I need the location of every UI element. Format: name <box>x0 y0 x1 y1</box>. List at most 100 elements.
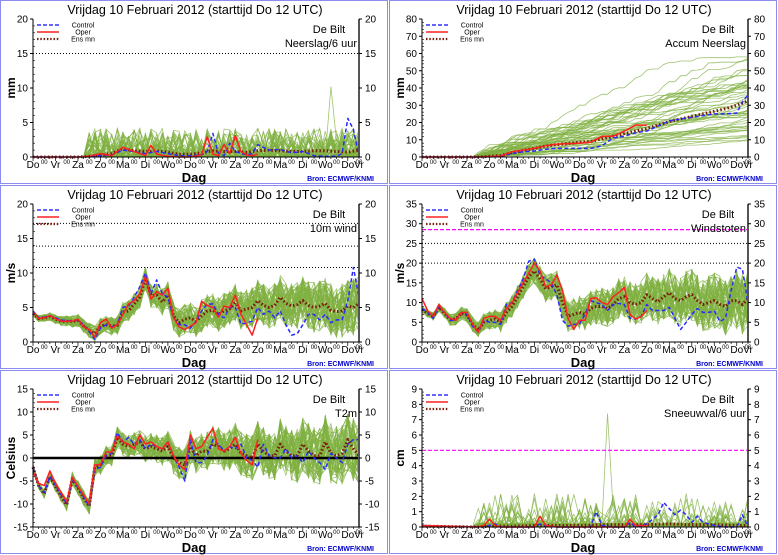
x-tick-label: Do <box>416 530 429 541</box>
x-midnight-label: 00 <box>700 345 707 351</box>
x-tick-label: Vr <box>208 345 218 356</box>
y-tick-label: 5 <box>365 431 371 442</box>
y-tick-label: 0 <box>22 338 28 349</box>
x-tick-label: Za <box>619 530 631 541</box>
x-tick-label: Zo <box>252 160 264 171</box>
y-tick-label: 9 <box>411 385 417 396</box>
x-axis-label: Dag <box>182 170 207 185</box>
x-tick-label: Vr <box>354 160 364 171</box>
oper-line <box>422 124 647 158</box>
x-midnight-label: 00 <box>131 530 138 536</box>
x-midnight-label: 00 <box>266 160 273 166</box>
x-midnight-label: 00 <box>520 530 527 536</box>
x-midnight-label: 00 <box>86 530 93 536</box>
y-tick-label: 60 <box>406 49 418 60</box>
chart-panel-accum: Vrijdag 10 Februari 2012 (starttijd Do 1… <box>389 0 777 185</box>
ensemble-member-line <box>422 258 748 329</box>
x-tick-label: Di <box>298 530 307 541</box>
y-tick-label: 5 <box>365 303 371 314</box>
x-midnight-label: 00 <box>722 345 729 351</box>
x-midnight-label: 00 <box>288 345 295 351</box>
chart-svg-neerslag: Vrijdag 10 Februari 2012 (starttijd Do 1… <box>4 3 377 185</box>
x-tick-label: Zo <box>641 530 653 541</box>
x-midnight-label: 00 <box>700 530 707 536</box>
chart-svg-t2m: Vrijdag 10 Februari 2012 (starttijd Do 1… <box>4 373 380 555</box>
y-tick-label: 70 <box>406 32 418 43</box>
y-tick-label: 15 <box>406 278 418 289</box>
y-tick-label: -15 <box>14 523 29 534</box>
source-credit: Bron: ECMWF/KNMI <box>307 176 374 183</box>
y-tick-label: 20 <box>365 200 377 211</box>
ensemble-member-line <box>422 59 748 157</box>
plot-area <box>33 414 359 515</box>
y-tick-label: 30 <box>406 101 418 112</box>
y-tick-label: 9 <box>754 385 760 396</box>
ensemble-member-line <box>422 88 748 157</box>
x-midnight-label: 00 <box>356 530 363 536</box>
chart-panel-t2m: Vrijdag 10 Februari 2012 (starttijd Do 1… <box>0 370 388 555</box>
x-midnight-label: 00 <box>108 345 115 351</box>
y-tick-label: 10 <box>17 408 29 419</box>
x-tick-label: Zo <box>484 530 496 541</box>
x-midnight-label: 00 <box>221 530 228 536</box>
x-midnight-label: 00 <box>311 530 318 536</box>
ensemble-member-line <box>422 101 748 157</box>
y-tick-label: 70 <box>754 32 766 43</box>
x-midnight-label: 00 <box>475 160 482 166</box>
x-tick-label: Wo <box>160 160 175 171</box>
x-midnight-label: 00 <box>520 345 527 351</box>
y-axis-label: m/s <box>393 262 407 283</box>
source-credit: Bron: ECMWF/KNMI <box>307 361 374 368</box>
x-midnight-label: 00 <box>722 530 729 536</box>
y-tick-label: 30 <box>754 101 766 112</box>
y-tick-label: 6 <box>754 431 760 442</box>
x-tick-label: Vr <box>440 530 450 541</box>
x-tick-label: Vr <box>51 160 61 171</box>
y-tick-label: 0 <box>365 338 371 349</box>
y-tick-label: 25 <box>754 239 766 250</box>
chart-title: Vrijdag 10 Februari 2012 (starttijd Do 1… <box>456 188 711 202</box>
ens-mean-line <box>33 147 360 159</box>
x-midnight-label: 00 <box>722 160 729 166</box>
y-tick-label: 0 <box>22 153 28 164</box>
x-tick-label: Wo <box>707 345 722 356</box>
x-midnight-label: 00 <box>587 345 594 351</box>
x-midnight-label: 00 <box>745 530 752 536</box>
x-midnight-label: 00 <box>587 530 594 536</box>
x-midnight-label: 00 <box>131 345 138 351</box>
y-tick-label: 15 <box>17 234 29 245</box>
x-midnight-label: 00 <box>610 530 617 536</box>
x-midnight-label: 00 <box>176 345 183 351</box>
y-tick-label: 0 <box>411 338 417 349</box>
x-tick-label: Di <box>141 345 150 356</box>
x-midnight-label: 00 <box>243 160 250 166</box>
y-tick-label: 15 <box>365 385 377 396</box>
y-tick-label: 1 <box>754 507 760 518</box>
y-tick-label: -5 <box>19 477 28 488</box>
x-midnight-label: 00 <box>266 530 273 536</box>
y-tick-label: 5 <box>22 431 28 442</box>
x-midnight-label: 00 <box>745 345 752 351</box>
x-tick-label: Do <box>573 345 586 356</box>
legend-label: Ens mn <box>71 37 95 44</box>
x-tick-label: Di <box>687 160 696 171</box>
x-tick-label: Zo <box>641 345 653 356</box>
x-tick-label: Di <box>530 160 539 171</box>
y-tick-label: 5 <box>411 318 417 329</box>
chart-title: Vrijdag 10 Februari 2012 (starttijd Do 1… <box>67 3 322 17</box>
control-line <box>33 117 360 158</box>
station-name: De Bilt <box>702 209 734 221</box>
y-tick-label: 35 <box>406 200 418 211</box>
x-tick-label: Do <box>341 345 354 356</box>
x-axis-label: Dag <box>571 170 596 185</box>
x-axis-label: Dag <box>182 540 207 555</box>
x-tick-label: Vr <box>743 345 753 356</box>
source-credit: Bron: ECMWF/KNMI <box>696 176 763 183</box>
x-midnight-label: 00 <box>86 345 93 351</box>
chart-panel-wind: Vrijdag 10 Februari 2012 (starttijd Do 1… <box>0 185 388 370</box>
x-midnight-label: 00 <box>632 530 639 536</box>
y-tick-label: 80 <box>406 15 418 26</box>
chart-svg-windstoten: Vrijdag 10 Februari 2012 (starttijd Do 1… <box>393 188 766 370</box>
